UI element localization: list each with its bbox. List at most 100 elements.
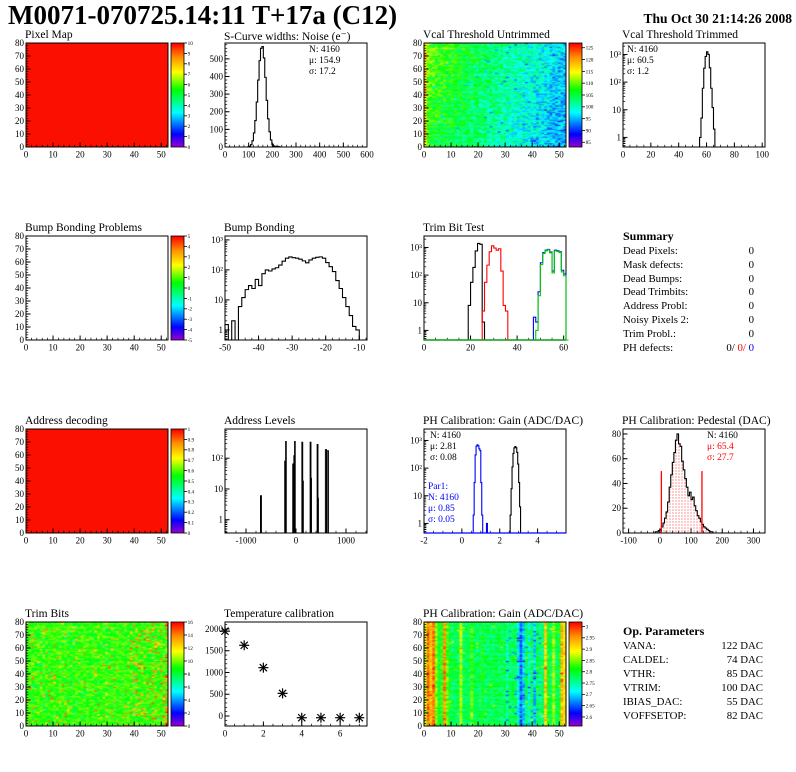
svg-text:100: 100: [210, 124, 224, 134]
svg-text:0: 0: [418, 721, 423, 731]
svg-text:5: 5: [188, 234, 191, 240]
svg-text:10: 10: [214, 484, 224, 494]
svg-text:40: 40: [130, 729, 140, 739]
svg-text:20: 20: [466, 343, 476, 353]
svg-text:10: 10: [413, 491, 423, 501]
svg-text:10³: 10³: [211, 235, 223, 245]
svg-text:0.9: 0.9: [188, 437, 195, 443]
svg-text:50: 50: [15, 270, 25, 280]
svg-text:2.8: 2.8: [586, 670, 593, 676]
colorbar: [171, 236, 184, 340]
svg-text:8: 8: [188, 672, 191, 678]
plot-area: 0 100 200 300 400 500 600 0 100 200 300 400 500 N: 41…: [199, 30, 398, 223]
timestamp: Thu Oct 30 21:14:26 2008: [643, 11, 793, 26]
plot-area: -1000 0 1000 1 10 10²: [199, 416, 398, 609]
svg-text:10: 10: [49, 729, 59, 739]
panel-trim-bit-test: Trim Bit Test 0 20 40 60 1 10 10² 10³: [398, 222, 597, 416]
summary-value: 0: [748, 258, 754, 271]
op-parameters-heading: Op. Parameters: [623, 624, 705, 638]
heatmap-canvas: [424, 622, 566, 726]
op-param-label: VTRIM:: [623, 682, 661, 694]
summary-value: 0: [748, 286, 754, 299]
ph-defects-values: 0/ 0/ 0: [726, 342, 754, 354]
svg-text:-3: -3: [188, 317, 193, 323]
summary-value: 0: [748, 245, 754, 257]
plot-area: 16 14 12 10 8 6 4 2 0 0 10 20 30 40 50 0 10 20 30 40 50 60 70 8…: [0, 609, 199, 772]
svg-text:μ: 65.4: μ: 65.4: [707, 442, 734, 452]
plot-area: 1 0.9 0.8 0.7 0.6 0.5 0.4 0.3 0.2 0.1 0 0 10 20 30 40 50…: [0, 416, 199, 609]
svg-text:40: 40: [15, 90, 25, 100]
svg-text:100: 100: [242, 150, 256, 160]
svg-text:400: 400: [210, 71, 224, 81]
svg-text:0.8: 0.8: [188, 448, 195, 454]
svg-text:0: 0: [418, 142, 423, 152]
svg-text:40: 40: [15, 669, 25, 679]
svg-text:30: 30: [103, 343, 113, 353]
op-param-value: 100 DAC: [721, 682, 763, 694]
svg-text:10³: 10³: [410, 435, 422, 445]
svg-text:70: 70: [15, 51, 25, 61]
svg-text:N: 4160: N: 4160: [627, 45, 658, 55]
svg-text:30: 30: [103, 536, 113, 546]
svg-text:10: 10: [49, 536, 59, 546]
svg-text:10²: 10²: [211, 265, 223, 275]
svg-text:σ: 1.2: σ: 1.2: [627, 67, 649, 77]
svg-text:0: 0: [24, 536, 29, 546]
svg-text:50: 50: [157, 150, 167, 160]
panel-title: Address Levels: [224, 415, 296, 427]
panel-summary: Summary Dead Pixels: 0 Mask defects: 0 Dea…: [597, 223, 796, 416]
svg-text:σ: 0.05: σ: 0.05: [428, 515, 455, 525]
svg-text:0: 0: [219, 711, 224, 721]
svg-text:20: 20: [15, 309, 25, 319]
heatmap-canvas: [26, 43, 168, 147]
svg-text:0: 0: [223, 150, 228, 160]
svg-text:-1: -1: [188, 296, 193, 302]
panel-vcal-trimmed: Vcal Threshold Trimmed 0 20 40 60 80 100 1 10 10…: [597, 29, 796, 223]
svg-text:0: 0: [294, 536, 299, 546]
colorbar: [171, 622, 184, 726]
svg-text:125: 125: [586, 46, 594, 52]
svg-text:10²: 10²: [410, 463, 422, 473]
svg-text:0: 0: [24, 729, 29, 739]
svg-text:30: 30: [15, 296, 25, 306]
svg-text:-2: -2: [188, 307, 193, 313]
svg-text:1000: 1000: [337, 536, 356, 546]
svg-text:1: 1: [188, 427, 191, 433]
plot-svg: -1000 0 1000 1 10 10²: [211, 428, 368, 546]
svg-text:60: 60: [612, 454, 622, 464]
panel-title: Trim Bits: [25, 608, 70, 620]
svg-text:10: 10: [447, 150, 457, 160]
svg-text:σ: 0.08: σ: 0.08: [430, 453, 457, 463]
svg-text:95: 95: [586, 117, 592, 123]
svg-text:-50: -50: [219, 343, 231, 353]
op-param-label: VTHR:: [623, 668, 656, 680]
panel-title: S-Curve widths: Noise (e⁻): [224, 31, 351, 43]
svg-text:30: 30: [15, 682, 25, 692]
svg-text:70: 70: [15, 437, 25, 447]
svg-text:10: 10: [49, 150, 59, 160]
svg-text:40: 40: [612, 478, 622, 488]
svg-text:-4: -4: [188, 328, 193, 334]
colorbar: [171, 43, 184, 147]
svg-text:200: 200: [266, 150, 280, 160]
svg-text:10²: 10²: [609, 77, 621, 87]
svg-text:115: 115: [586, 69, 594, 75]
svg-text:60: 60: [559, 343, 569, 353]
plot-area: 0 20 40 60 1 10 10² 10³: [398, 223, 597, 416]
panel-title: Trim Bit Test: [423, 222, 485, 234]
svg-text:50: 50: [555, 729, 565, 739]
svg-text:1: 1: [418, 518, 423, 528]
svg-text:5: 5: [188, 93, 191, 99]
summary-value: 0: [748, 327, 754, 340]
svg-text:2: 2: [188, 265, 191, 271]
svg-text:0: 0: [188, 531, 191, 537]
svg-text:2.95: 2.95: [586, 636, 595, 642]
svg-text:σ: 17.2: σ: 17.2: [309, 67, 336, 77]
svg-text:10: 10: [15, 129, 25, 139]
svg-text:40: 40: [15, 476, 25, 486]
svg-text:0.5: 0.5: [188, 479, 195, 485]
panel-title: Vcal Threshold Untrimmed: [423, 29, 550, 41]
